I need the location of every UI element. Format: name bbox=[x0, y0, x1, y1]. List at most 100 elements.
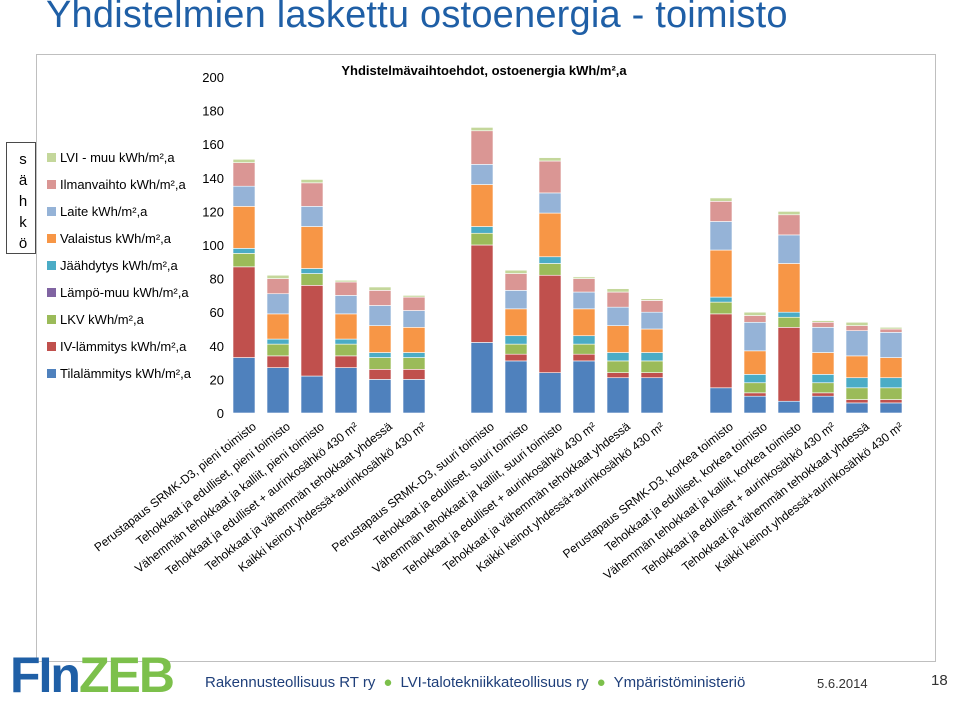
bar-segment bbox=[504, 360, 528, 414]
bar-segment bbox=[640, 311, 664, 330]
bar-segment bbox=[572, 353, 596, 362]
legend-item: Tilalämmitys kWh/m²,a bbox=[47, 366, 191, 381]
legend-label: LKV kWh/m²,a bbox=[60, 312, 144, 327]
bar-segment bbox=[606, 291, 630, 308]
bar-segment bbox=[504, 353, 528, 362]
bar-segment bbox=[879, 327, 903, 330]
bar-segment bbox=[368, 379, 392, 414]
legend-swatch bbox=[47, 315, 56, 324]
bar-segment bbox=[640, 377, 664, 414]
legend-label: LVI - muu kWh/m²,a bbox=[60, 150, 175, 165]
y-tick-label: 80 bbox=[210, 272, 224, 287]
legend-vertical-letter: k bbox=[19, 214, 27, 231]
bar-segment bbox=[266, 343, 290, 357]
bar-segment bbox=[266, 274, 290, 279]
bar-segment bbox=[845, 399, 869, 404]
legend-vertical-box bbox=[6, 142, 36, 254]
bar-segment bbox=[811, 395, 835, 414]
bar-segment bbox=[300, 182, 324, 207]
bar-segment bbox=[300, 375, 324, 414]
bar-segment bbox=[743, 395, 767, 414]
bar-segment bbox=[402, 379, 426, 414]
bar-segment bbox=[606, 325, 630, 353]
bar-segment bbox=[709, 301, 733, 315]
bar-segment bbox=[266, 278, 290, 295]
bar-segment bbox=[606, 372, 630, 379]
bar-segment bbox=[845, 402, 869, 414]
y-tick-label: 160 bbox=[202, 137, 224, 152]
bar-segment bbox=[606, 360, 630, 373]
logo-zeb-text: ZEB bbox=[78, 647, 175, 703]
bar-segment bbox=[334, 367, 358, 414]
legend-item: IV-lämmitys kWh/m²,a bbox=[47, 339, 186, 354]
legend-label: Tilalämmitys kWh/m²,a bbox=[60, 366, 191, 381]
legend-vertical-letter: ä bbox=[18, 172, 28, 189]
footer-organizations: Rakennusteollisuus RT ry ● LVI-talotekniik… bbox=[205, 674, 745, 691]
bar-segment bbox=[777, 400, 801, 414]
bar-segment bbox=[640, 328, 664, 353]
bar-segment bbox=[232, 266, 256, 358]
legend-swatch bbox=[47, 153, 56, 162]
bar-segment bbox=[709, 249, 733, 298]
bar-segment bbox=[709, 201, 733, 222]
bar-segment bbox=[572, 276, 596, 279]
bar-segment bbox=[266, 338, 290, 345]
legend-label: IV-lämmitys kWh/m²,a bbox=[60, 339, 187, 354]
bar-segment bbox=[879, 328, 903, 333]
bar-segment bbox=[845, 325, 869, 331]
bar-segment bbox=[402, 296, 426, 311]
bar-segment bbox=[777, 211, 801, 216]
legend-item: Valaistus kWh/m²,a bbox=[47, 231, 171, 246]
bar-segment bbox=[232, 206, 256, 249]
bar-segment bbox=[640, 300, 664, 313]
bar-segment bbox=[232, 162, 256, 187]
y-tick-label: 200 bbox=[202, 70, 224, 85]
footer-org: Rakennusteollisuus RT ry bbox=[205, 674, 376, 691]
bar-segment bbox=[470, 244, 494, 343]
bar-segment bbox=[572, 278, 596, 293]
y-tick-label: 20 bbox=[210, 372, 224, 387]
bar-segment bbox=[368, 325, 392, 353]
bar-segment bbox=[504, 269, 528, 274]
bar-segment bbox=[368, 305, 392, 326]
bar-segment bbox=[777, 311, 801, 318]
bar-segment bbox=[402, 327, 426, 353]
bullet-dot-icon: ● bbox=[596, 674, 606, 691]
bar-segment bbox=[709, 313, 733, 389]
bar-segment bbox=[743, 315, 767, 323]
bar-segment bbox=[640, 352, 664, 362]
bar-segment bbox=[334, 355, 358, 368]
chart-frame bbox=[36, 54, 936, 662]
bar-segment bbox=[572, 343, 596, 355]
bar-segment bbox=[470, 164, 494, 185]
bar-segment bbox=[368, 352, 392, 358]
bar-segment bbox=[266, 293, 290, 315]
bar-segment bbox=[709, 197, 733, 202]
bar-segment bbox=[845, 355, 869, 379]
bar-segment bbox=[538, 256, 562, 264]
bar-segment bbox=[402, 369, 426, 380]
legend-label: Laite kWh/m²,a bbox=[60, 204, 148, 219]
bar-segment bbox=[743, 321, 767, 352]
bar-segment bbox=[300, 179, 324, 184]
logo-fi-text: FIn bbox=[10, 647, 81, 703]
chart-title: Yhdistelmävaihtoehdot, ostoenergia kWh/m… bbox=[341, 63, 627, 78]
bar-segment bbox=[743, 374, 767, 384]
bar-segment bbox=[334, 281, 358, 296]
bar-segment bbox=[572, 308, 596, 337]
bar-segment bbox=[606, 288, 630, 293]
bar-segment bbox=[538, 160, 562, 194]
bar-segment bbox=[504, 308, 528, 337]
bar-segment bbox=[845, 330, 869, 357]
bar-segment bbox=[572, 291, 596, 310]
bar-segment bbox=[402, 310, 426, 328]
bar-segment bbox=[470, 232, 494, 246]
legend-swatch bbox=[47, 234, 56, 243]
bar-segment bbox=[538, 263, 562, 276]
bar-segment bbox=[232, 357, 256, 414]
bar-segment bbox=[504, 335, 528, 345]
bar-segment bbox=[811, 327, 835, 353]
bar-segment bbox=[743, 392, 767, 397]
legend-vertical-letter: s bbox=[19, 151, 27, 168]
